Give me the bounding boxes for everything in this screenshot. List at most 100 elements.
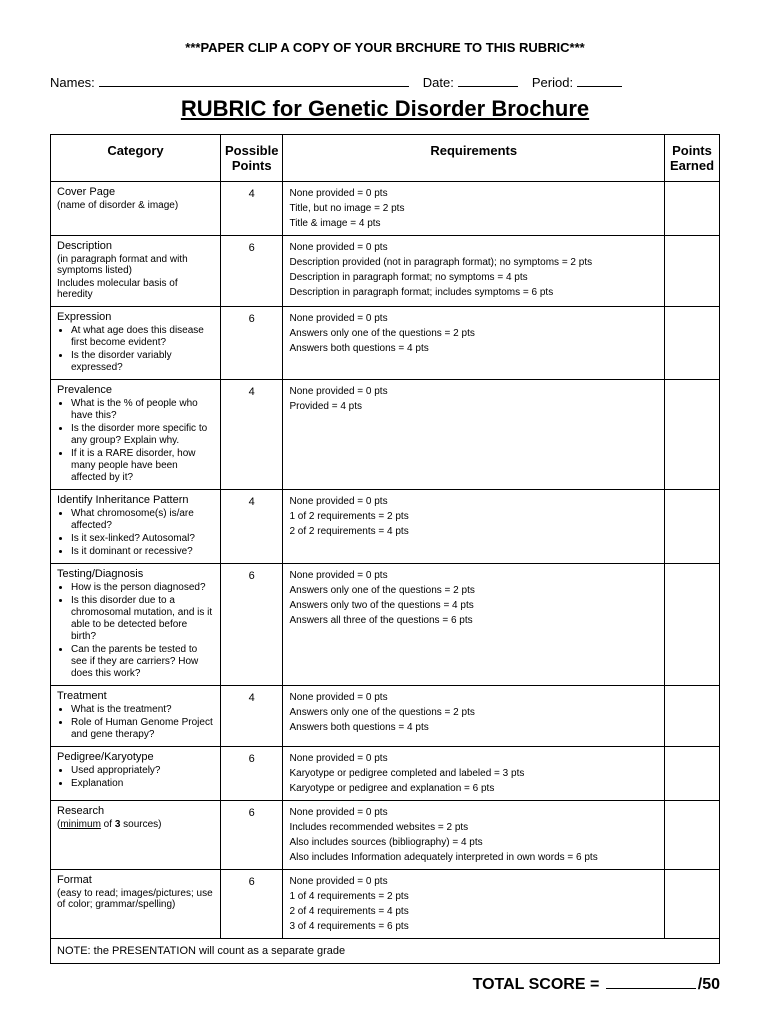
requirements-cell: None provided = 0 ptsDescription provide…	[283, 236, 665, 307]
requirement-line: None provided = 0 pts	[289, 494, 658, 509]
requirements-cell: None provided = 0 ptsAnswers only one of…	[283, 307, 665, 380]
points-earned-cell[interactable]	[665, 801, 720, 870]
category-cell: Pedigree/KaryotypeUsed appropriately?Exp…	[51, 747, 221, 801]
requirement-line: Answers only two of the questions = 4 pt…	[289, 598, 658, 613]
possible-points-cell: 6	[221, 236, 283, 307]
bullet-item: What chromosome(s) is/are affected?	[71, 508, 214, 532]
requirement-line: None provided = 0 pts	[289, 240, 658, 255]
points-earned-cell[interactable]	[665, 182, 720, 236]
category-bullets: What chromosome(s) is/are affected?Is it…	[57, 508, 214, 558]
category-title: Treatment	[57, 690, 214, 702]
requirement-line: None provided = 0 pts	[289, 384, 658, 399]
category-bullets: What is the % of people who have this?Is…	[57, 398, 214, 484]
requirements-cell: None provided = 0 ptsKaryotype or pedigr…	[283, 747, 665, 801]
category-cell: Prevalence What is the % of people who ha…	[51, 380, 221, 490]
document-title: RUBRIC for Genetic Disorder Brochure	[50, 96, 720, 122]
requirements-cell: None provided = 0 ptsAnswers only one of…	[283, 686, 665, 747]
requirement-line: 2 of 2 requirements = 4 pts	[289, 524, 658, 539]
points-earned-cell[interactable]	[665, 307, 720, 380]
total-suffix: /50	[698, 976, 720, 993]
period-field[interactable]	[577, 86, 622, 87]
category-title: Research	[57, 805, 214, 817]
requirement-line: Description in paragraph format; include…	[289, 285, 658, 300]
table-row: TreatmentWhat is the treatment?Role of H…	[51, 686, 720, 747]
points-earned-cell[interactable]	[665, 490, 720, 564]
category-sub: Includes molecular basis of heredity	[57, 278, 214, 300]
points-earned-cell[interactable]	[665, 870, 720, 939]
requirement-line: None provided = 0 pts	[289, 186, 658, 201]
category-cell: Description(in paragraph format and with…	[51, 236, 221, 307]
category-sub: (easy to read; images/pictures; use of c…	[57, 888, 214, 910]
requirements-cell: None provided = 0 ptsProvided = 4 pts	[283, 380, 665, 490]
requirement-line: None provided = 0 pts	[289, 874, 658, 889]
requirement-line: Also includes sources (bibliography) = 4…	[289, 835, 658, 850]
requirement-line: None provided = 0 pts	[289, 690, 658, 705]
requirement-line: Also includes Information adequately int…	[289, 850, 658, 865]
points-earned-cell[interactable]	[665, 236, 720, 307]
possible-points-cell: 6	[221, 747, 283, 801]
category-title: Format	[57, 874, 214, 886]
requirement-line: Answers only one of the questions = 2 pt…	[289, 326, 658, 341]
period-label: Period:	[532, 75, 573, 90]
bullet-item: How is the person diagnosed?	[71, 582, 214, 594]
requirement-line: Answers both questions = 4 pts	[289, 720, 658, 735]
category-cell: Format (easy to read; images/pictures; us…	[51, 870, 221, 939]
possible-points-cell: 6	[221, 307, 283, 380]
category-title: Identify Inheritance Pattern	[57, 494, 214, 506]
requirement-line: None provided = 0 pts	[289, 568, 658, 583]
requirement-line: None provided = 0 pts	[289, 751, 658, 766]
table-row: Format (easy to read; images/pictures; us…	[51, 870, 720, 939]
requirement-line: 1 of 4 requirements = 2 pts	[289, 889, 658, 904]
bullet-item: Is this disorder due to a chromosomal mu…	[71, 595, 214, 643]
header-requirements: Requirements	[283, 135, 665, 182]
category-cell: TreatmentWhat is the treatment?Role of H…	[51, 686, 221, 747]
names-field[interactable]	[99, 86, 409, 87]
bullet-item: If it is a RARE disorder, how many peopl…	[71, 448, 214, 484]
requirement-line: Karyotype or pedigree completed and labe…	[289, 766, 658, 781]
points-earned-cell[interactable]	[665, 747, 720, 801]
total-field[interactable]	[606, 988, 696, 989]
table-row: Prevalence What is the % of people who ha…	[51, 380, 720, 490]
possible-points-cell: 4	[221, 182, 283, 236]
points-earned-cell[interactable]	[665, 564, 720, 686]
category-title: Cover Page	[57, 186, 214, 198]
category-cell: ExpressionAt what age does this disease …	[51, 307, 221, 380]
category-bullets: How is the person diagnosed?Is this diso…	[57, 582, 214, 680]
category-cell: Identify Inheritance Pattern What chromos…	[51, 490, 221, 564]
bullet-item: Used appropriately?	[71, 765, 214, 777]
category-cell: Cover Page(name of disorder & image)	[51, 182, 221, 236]
requirement-line: Karyotype or pedigree and explanation = …	[289, 781, 658, 796]
category-cell: Testing/DiagnosisHow is the person diagn…	[51, 564, 221, 686]
category-title: Description	[57, 240, 214, 252]
possible-points-cell: 6	[221, 801, 283, 870]
requirement-line: Answers only one of the questions = 2 pt…	[289, 705, 658, 720]
requirement-line: Description in paragraph format; no symp…	[289, 270, 658, 285]
note-cell: NOTE: the PRESENTATION will count as a s…	[51, 939, 720, 964]
possible-points-cell: 4	[221, 380, 283, 490]
table-row: Description(in paragraph format and with…	[51, 236, 720, 307]
bullet-item: Is the disorder variably expressed?	[71, 350, 214, 374]
table-row: Cover Page(name of disorder & image)4Non…	[51, 182, 720, 236]
category-title: Prevalence	[57, 384, 214, 396]
points-earned-cell[interactable]	[665, 686, 720, 747]
header-category: Category	[51, 135, 221, 182]
requirement-line: Title & image = 4 pts	[289, 216, 658, 231]
requirements-cell: None provided = 0 pts1 of 4 requirements…	[283, 870, 665, 939]
date-field[interactable]	[458, 86, 518, 87]
requirements-cell: None provided = 0 ptsTitle, but no image…	[283, 182, 665, 236]
points-earned-cell[interactable]	[665, 380, 720, 490]
header-earned: Points Earned	[665, 135, 720, 182]
requirement-line: Provided = 4 pts	[289, 399, 658, 414]
requirement-line: Includes recommended websites = 2 pts	[289, 820, 658, 835]
possible-points-cell: 6	[221, 564, 283, 686]
requirements-cell: None provided = 0 ptsAnswers only one of…	[283, 564, 665, 686]
table-row: ExpressionAt what age does this disease …	[51, 307, 720, 380]
category-cell: Research(minimum of 3 sources)	[51, 801, 221, 870]
total-score: TOTAL SCORE = /50	[50, 976, 720, 994]
names-label: Names:	[50, 75, 95, 90]
category-bullets: At what age does this disease first beco…	[57, 325, 214, 374]
category-bullets: Used appropriately?Explanation	[57, 765, 214, 790]
total-label: TOTAL SCORE =	[473, 976, 600, 993]
requirement-line: None provided = 0 pts	[289, 805, 658, 820]
requirements-cell: None provided = 0 pts1 of 2 requirements…	[283, 490, 665, 564]
